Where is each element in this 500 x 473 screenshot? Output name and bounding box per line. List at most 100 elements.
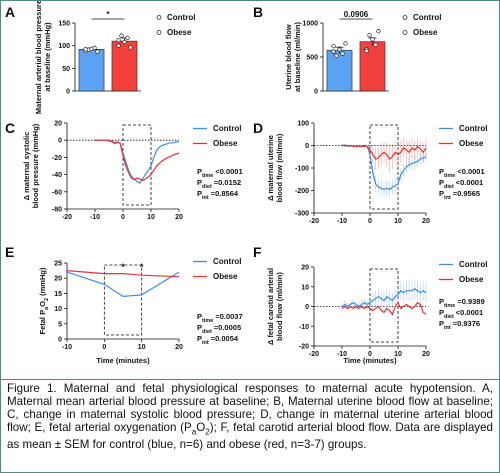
stat-label: Pdiet =0.0005	[197, 323, 241, 335]
legend-label: Control	[213, 257, 241, 266]
y-tick-label: -60	[52, 189, 62, 196]
bar	[326, 49, 353, 92]
stat-label: Ptime <0.0001	[197, 167, 243, 179]
stat-value: =0.9389	[457, 297, 484, 306]
y-tick-label: -40	[52, 172, 62, 179]
stat-p: P	[439, 308, 444, 317]
stat-label: Pdiet <0.0001	[439, 308, 483, 320]
y-axis-label: Fetal PaO2 (mmHg)	[38, 267, 50, 334]
stat-value: <0.0001	[456, 308, 483, 317]
bar	[78, 48, 105, 92]
legend-label: Obese	[413, 28, 438, 37]
data-point	[116, 43, 121, 48]
y-tick-label: 500	[306, 55, 318, 62]
x-tick-label: 0	[102, 344, 106, 351]
series-line	[341, 301, 427, 316]
y-tick-label: 1000	[302, 21, 318, 28]
y-axis-label: blood flow (ml/min)	[275, 272, 284, 341]
stat-sub: diet	[444, 314, 454, 320]
y-tick-label: 150	[58, 21, 70, 28]
y-tick-label: 0	[58, 138, 62, 145]
panel-label: B	[253, 4, 263, 20]
bar	[359, 41, 386, 92]
x-tick-label: 0	[368, 218, 372, 225]
y-axis-label: Δ maternal systolic	[22, 132, 31, 201]
x-tick-label: -20	[309, 351, 319, 358]
stat-sub: diet	[202, 184, 212, 190]
stat-sub: int	[202, 195, 209, 201]
stat-p: P	[439, 319, 444, 328]
legend-label: Obese	[167, 28, 192, 37]
series-line	[66, 270, 180, 278]
y-tick-label: 0	[305, 304, 309, 311]
stat-sub: int	[444, 325, 451, 331]
data-point	[364, 48, 369, 54]
y-axis-label-part: O	[38, 301, 47, 307]
stat-label: Pint =0.8564	[197, 189, 239, 201]
y-axis-label-part: 2	[44, 298, 50, 301]
legend-marker	[156, 30, 162, 35]
stat-value: =0.9376	[453, 319, 480, 328]
legend-label: Obese	[459, 275, 484, 284]
stat-sub: diet	[444, 184, 454, 190]
y-axis-label-part: (mmHg)	[38, 267, 47, 298]
y-tick-label: -300	[295, 211, 309, 218]
y-tick-label: 20	[54, 121, 62, 128]
annotation: *	[121, 262, 125, 272]
stat-sub: diet	[202, 329, 212, 335]
stat-value: =0.9565	[453, 189, 480, 198]
window-box	[369, 268, 399, 343]
y-axis-label-part: Fetal P	[38, 310, 47, 335]
x-axis-label: Time (minutes)	[96, 356, 150, 365]
stat-label: Pint =0.9565	[439, 189, 480, 201]
stat-label: Ptime =0.9389	[439, 297, 485, 309]
legend-label: Obese	[213, 139, 238, 148]
stat-value: <0.0001	[457, 167, 484, 176]
x-tick-label: 10	[138, 344, 146, 351]
data-point	[370, 37, 375, 42]
x-tick-label: 10	[147, 214, 155, 221]
stat-value: =0.0005	[214, 323, 241, 332]
stat-label: Ptime =0.0037	[197, 312, 243, 324]
y-tick-label: 0	[305, 143, 309, 150]
y-tick-label: 0	[66, 89, 70, 96]
data-point	[373, 42, 378, 47]
stat-p: P	[197, 189, 202, 198]
y-tick-label: 10	[301, 284, 309, 291]
x-tick-label: -10	[90, 214, 100, 221]
series-line	[341, 144, 427, 160]
stat-p: P	[197, 334, 202, 343]
charts: A Maternal arterial blood pressure at base…	[5, 1, 487, 365]
y-axis-label: blood flow (ml/min)	[275, 133, 284, 202]
y-axis-label: Δ fetal carotid arterial	[266, 268, 275, 345]
y-tick-label: 20	[54, 276, 62, 283]
x-tick-label: 20	[422, 218, 430, 225]
stat-label: Pint =0.0054	[197, 334, 239, 346]
data-point	[125, 35, 130, 41]
stat-sub: time	[202, 318, 213, 324]
stat-p: P	[439, 297, 444, 306]
y-tick-label: 100	[58, 43, 70, 50]
y-tick-label: 0	[58, 337, 62, 344]
window-box	[369, 124, 399, 210]
stat-p: P	[439, 178, 444, 187]
legend-marker	[156, 15, 162, 20]
y-axis-label: Maternal arterial blood pressure	[34, 1, 43, 114]
stat-label: Ptime <0.0001	[439, 167, 485, 179]
legend-label: Obese	[213, 272, 238, 281]
x-axis-label: Time (minutes)	[343, 356, 397, 365]
legend-label: Obese	[459, 139, 484, 148]
data-point	[337, 47, 342, 52]
stat-label: Pdiet =0.0152	[197, 178, 241, 190]
y-tick-label: 10	[54, 306, 62, 313]
bar	[111, 40, 138, 92]
x-tick-label: -20	[309, 218, 319, 225]
legend-label: Control	[167, 13, 195, 22]
data-point	[367, 33, 372, 38]
window-box	[103, 264, 143, 336]
y-tick-label: -20	[299, 344, 309, 351]
stat-value: =0.8564	[211, 189, 239, 198]
series-line	[66, 271, 180, 298]
y-axis-label: at baseline (ml/min)	[293, 21, 302, 92]
